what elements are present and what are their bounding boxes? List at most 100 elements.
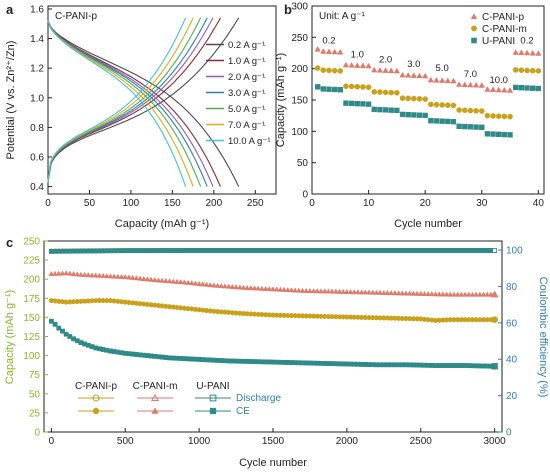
panel-c-discharge-point — [440, 291, 446, 297]
panel-c-discharge-point — [107, 273, 114, 279]
panel-c-discharge-point — [477, 291, 483, 297]
panel-c-discharge-point — [240, 284, 247, 290]
panel-b-point — [354, 83, 361, 90]
panel-c-discharge-point — [52, 321, 58, 327]
panel-b-point — [428, 118, 434, 124]
panel-c-discharge-point — [492, 363, 498, 369]
panel-b-point — [405, 95, 412, 102]
panel-c-ytick-label: 100 — [23, 351, 40, 362]
panel-c-discharge-point — [380, 289, 387, 295]
panel-c-legend-header: C-PANI-m — [133, 381, 178, 392]
panel-c-xlabel: Cycle number — [239, 457, 307, 469]
panel-b-point — [507, 132, 513, 138]
panel-c-discharge-point — [60, 328, 65, 334]
panel-c-discharge-point — [74, 271, 81, 277]
panel-b-point — [524, 67, 530, 74]
panel-c-discharge-point — [170, 278, 177, 284]
panel-c-discharge-point — [473, 291, 479, 297]
panel-b-point — [388, 107, 394, 113]
panel-c-discharge-point — [52, 270, 58, 276]
panel-c-discharge-point — [469, 291, 476, 297]
panel-c-discharge-point — [48, 318, 54, 324]
panel-b-point — [473, 124, 479, 130]
panel-b-point — [359, 62, 367, 69]
panel-c-ytick-label: 175 — [23, 294, 40, 305]
panel-b-point — [530, 85, 536, 91]
panel-c-discharge-point — [63, 270, 69, 276]
panel-c-discharge-point — [484, 291, 491, 297]
panel-c-discharge-point — [207, 282, 214, 288]
panel-c-discharge-point — [56, 325, 62, 331]
panel-c-discharge-point — [303, 287, 310, 293]
panel-c-discharge-point — [211, 282, 217, 288]
panel-b-point — [501, 113, 508, 120]
panel-a-charge-curve — [47, 17, 187, 183]
panel-c-y2label: Coulombic efficiency (%) — [537, 277, 549, 398]
panel-c-discharge-point — [403, 290, 409, 296]
panel-c-discharge-point — [292, 287, 298, 293]
panel-c-discharge-point — [233, 284, 239, 290]
panel-a-charge-curve — [47, 17, 208, 183]
panel-c-y2tick-label: 40 — [506, 355, 518, 366]
panel-a-xtick-label: 250 — [247, 198, 264, 209]
panel-a-ytick-label: 1.6 — [30, 4, 44, 15]
panel-c-ytick-label: 0 — [34, 428, 40, 439]
panel-b-point — [326, 67, 332, 74]
panel-b-point — [427, 76, 434, 83]
panel-b-point — [371, 89, 378, 95]
panel-c-discharge-point — [310, 288, 317, 294]
panel-c-legend-row-label: Discharge — [236, 393, 281, 404]
panel-c-discharge-point — [103, 273, 110, 279]
panel-c-discharge-point — [262, 285, 269, 291]
panel-b-point — [478, 82, 485, 88]
panel-c-discharge-point — [325, 288, 332, 294]
panel-c-discharge-point — [392, 290, 398, 296]
panel-c-discharge-point — [414, 290, 420, 296]
panel-a-ytick-label: 1.2 — [30, 64, 44, 75]
panel-c-discharge-point — [388, 290, 395, 296]
panel-c-discharge-point — [255, 285, 262, 291]
panel-a-legend-label: 0.2 A g⁻¹ — [228, 40, 265, 51]
panel-c-discharge-point — [369, 289, 376, 295]
panel-c-ytick-label: 50 — [29, 389, 41, 400]
panel-c-discharge-point — [492, 317, 498, 323]
panel-b-point — [489, 86, 497, 93]
panel-c-discharge-point — [428, 291, 435, 297]
panel-c-legend-marker — [150, 393, 160, 402]
panel-b-point — [513, 84, 519, 91]
panel-b-rate-label: 3.0 — [407, 59, 420, 70]
panel-a-legend-label: 7.0 A g⁻¹ — [228, 120, 265, 131]
panel-a-charge-curve — [47, 17, 194, 183]
panel-c-xtick-label: 0 — [49, 436, 55, 447]
panel-b-point — [529, 49, 536, 56]
panel-b-rate-label: 0.2 — [322, 36, 335, 47]
panel-b-point — [428, 101, 434, 108]
panel-a-legend-label: 5.0 A g⁻¹ — [228, 104, 265, 115]
panel-c-end-marker — [491, 316, 498, 324]
panel-b-point — [535, 68, 542, 74]
panel-b-point — [399, 95, 406, 101]
panel-c-discharge-point — [188, 280, 195, 286]
panel-b-point — [422, 112, 428, 119]
panel-c-discharge-point — [48, 270, 55, 277]
panel-a-xtick-label: 150 — [164, 198, 181, 209]
panel-c-xtick-label: 3000 — [483, 436, 506, 447]
panel-c-discharge-point — [351, 289, 358, 295]
panel-b-point — [337, 48, 344, 55]
panel-b-point — [518, 49, 525, 56]
panel-b-point — [399, 71, 406, 78]
panel-b-point — [478, 108, 485, 114]
panel-b-point — [393, 67, 401, 74]
panel-c-ytick-label: 225 — [23, 256, 40, 267]
panel-b-point — [450, 102, 457, 109]
panel-c-y2tick-label: 80 — [506, 282, 518, 293]
panel-a-charge-curve — [47, 17, 240, 183]
panel-b-point — [518, 85, 525, 91]
panel-c-discharge-point — [89, 272, 95, 278]
panel-b-point — [331, 67, 338, 74]
panel-c-end-marker — [490, 290, 499, 298]
panel-c-ytick-label: 25 — [29, 408, 41, 419]
panel-a-discharge-curve — [47, 20, 202, 187]
panel-c-discharge-point — [203, 281, 210, 287]
panel-b-point — [365, 101, 372, 107]
